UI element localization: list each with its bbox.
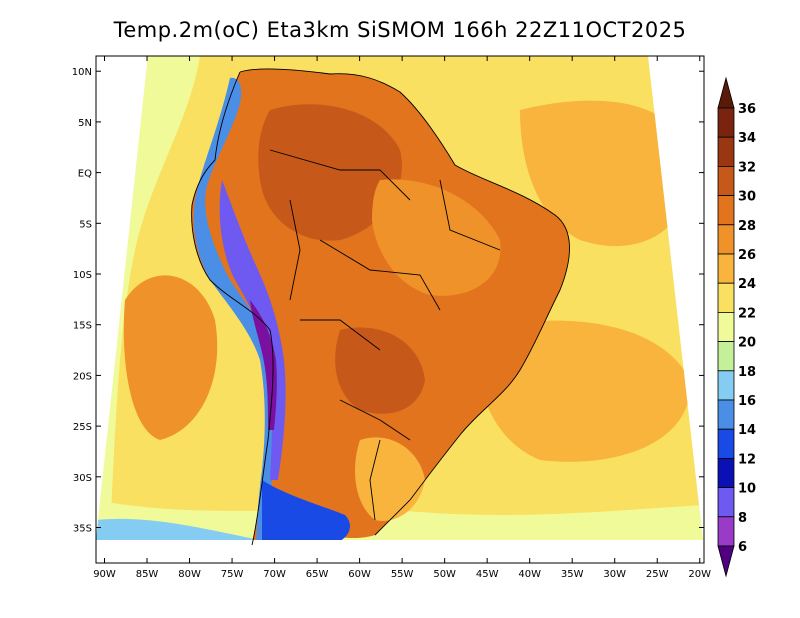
land-warm-northeast [372, 179, 501, 296]
lon-tick-label: 45W [476, 569, 499, 580]
lon-tick-label: 55W [391, 569, 414, 580]
lon-tick-label: 75W [221, 569, 244, 580]
colorbar-segment [717, 224, 735, 255]
colorbar-segment [717, 457, 735, 488]
colorbar-segment [717, 165, 735, 196]
lat-tick-label: 5N [78, 118, 92, 129]
colorbar-segment [717, 516, 735, 547]
lon-tick-label: 25W [646, 569, 669, 580]
colorbar-segment [717, 487, 735, 518]
colorbar-label: 18 [738, 365, 756, 380]
colorbar-label: 30 [738, 190, 756, 205]
colorbar-label: 22 [738, 306, 756, 321]
colorbar-label: 16 [738, 394, 756, 409]
ocean-cool-southwest [96, 518, 260, 540]
colorbar-segment [717, 136, 735, 167]
colorbar-segment [717, 107, 735, 138]
map-title: Temp.2m(oC) Eta3km SiSMOM 166h 22Z11OCT2… [113, 18, 687, 42]
colorbar-over-triangle [717, 76, 735, 109]
axis-ticks: 90W 85W 80W 75W 70W 65W 60W 55W 50W 45W 40W 35W 30W 2… [72, 56, 711, 580]
colorbar-segment [717, 399, 735, 430]
andes-coldest [250, 300, 277, 430]
lat-tick-label: 5S [79, 219, 92, 230]
colorbar-label: 14 [738, 423, 756, 438]
colorbar-segment [717, 428, 735, 459]
lat-tick-label: 10S [73, 270, 92, 281]
colorbar-label: 10 [738, 482, 756, 497]
lon-tick-label: 90W [93, 569, 116, 580]
colorbar-label: 12 [738, 452, 756, 467]
lon-tick-label: 70W [263, 569, 286, 580]
colorbar-label: 8 [738, 511, 747, 526]
andes-colder-core [219, 180, 286, 480]
colorbar-segment [717, 370, 735, 401]
colorbar-label: 24 [738, 277, 756, 292]
land-hot-central [335, 327, 425, 414]
lon-tick-label: 20W [688, 569, 711, 580]
lon-tick-label: 80W [178, 569, 201, 580]
lon-tick-label: 40W [518, 569, 541, 580]
colorbar-label: 34 [738, 131, 756, 146]
model-domain [96, 56, 703, 540]
colorbar-label: 20 [738, 336, 756, 351]
ocean-warm-atlantic [520, 100, 691, 247]
lon-tick-label: 60W [348, 569, 371, 580]
lat-tick-label: EQ [78, 169, 92, 180]
colorbar-label: 32 [738, 160, 756, 175]
colorbar-segment [717, 311, 735, 342]
colorbar-under-triangle [717, 545, 735, 578]
map-frame [95, 55, 705, 564]
country-borders [191, 68, 570, 546]
lon-tick-label: 65W [306, 569, 329, 580]
colorbar-label: 36 [738, 102, 756, 117]
ocean-cool-south [96, 500, 703, 540]
lat-tick-label: 25S [73, 422, 92, 433]
ocean-mild-southatl [477, 320, 691, 462]
colorbar-segment [717, 341, 735, 372]
lat-tick-label: 35S [73, 524, 92, 535]
lat-tick-label: 20S [73, 371, 92, 382]
lon-tick-label: 50W [433, 569, 456, 580]
colorbar-label: 28 [738, 219, 756, 234]
colorbar-segment [717, 195, 735, 226]
colorbar-label: 26 [738, 248, 756, 263]
lat-tick-label: 30S [73, 473, 92, 484]
colorbar: 6 8 10 12 14 16 18 20 22 24 26 28 30 32 34 36 [717, 76, 756, 578]
lon-tick-label: 85W [136, 569, 159, 580]
colorbar-segment [717, 282, 735, 313]
colorbar-segment [717, 253, 735, 284]
land-hot-interior [258, 104, 402, 241]
lat-tick-label: 15S [73, 321, 92, 332]
ocean-warm-pacific [123, 275, 218, 440]
lon-tick-label: 30W [603, 569, 626, 580]
patagonia-cool [262, 480, 350, 540]
lon-tick-label: 35W [561, 569, 584, 580]
lat-tick-label: 10N [72, 67, 92, 78]
colorbar-label: 6 [738, 540, 747, 555]
